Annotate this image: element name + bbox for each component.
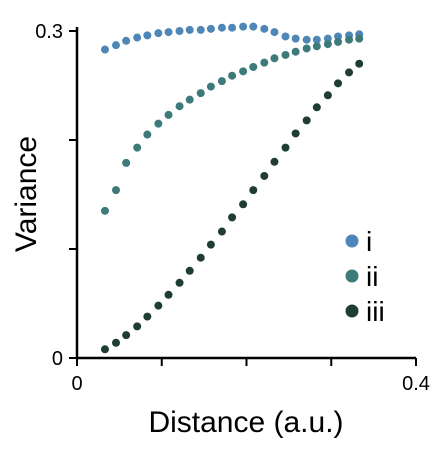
data-point [217, 23, 226, 32]
data-point [100, 206, 109, 215]
data-point [143, 31, 152, 40]
data-point [302, 35, 311, 44]
data-point [206, 82, 215, 91]
x-tick-label: 0.4 [402, 373, 430, 395]
data-point [312, 35, 321, 44]
data-point [185, 95, 194, 104]
data-point [122, 158, 131, 167]
data-point [323, 91, 332, 100]
data-point [239, 67, 248, 76]
tick-labels: 0 0.4 0 0.3 [35, 21, 430, 395]
data-point [122, 36, 131, 45]
data-point [334, 79, 343, 88]
data-point [154, 119, 163, 128]
data-point [239, 22, 248, 31]
legend-marker-iii [345, 304, 359, 318]
data-point [249, 186, 258, 195]
data-point [239, 200, 248, 209]
y-tick-label: 0 [52, 348, 63, 370]
legend-label-iii: iii [366, 296, 385, 327]
x-tick-label: 0 [71, 373, 82, 395]
data-point [260, 58, 269, 67]
data-point [133, 322, 142, 331]
data-point [206, 24, 215, 33]
data-point [302, 116, 311, 125]
data-point [175, 102, 184, 111]
data-point [270, 54, 279, 63]
data-point [355, 59, 364, 68]
data-point [133, 143, 142, 152]
data-point [312, 42, 321, 51]
data-point [355, 34, 364, 43]
data-point [175, 27, 184, 35]
data-point [334, 37, 343, 46]
data-point [154, 29, 163, 38]
data-point [143, 130, 152, 139]
data-point [175, 278, 184, 287]
data-point [302, 44, 311, 53]
data-point [260, 171, 269, 180]
data-point [100, 45, 109, 54]
data-point [185, 266, 194, 275]
data-point [270, 28, 279, 37]
data-point [228, 213, 237, 222]
data-point [260, 24, 269, 33]
data-point [122, 331, 131, 340]
y-tick-label: 0.3 [35, 21, 63, 43]
legend-marker-i [345, 234, 359, 248]
data-point [206, 240, 215, 249]
series-iii [100, 59, 364, 354]
data-point [228, 71, 237, 80]
data-point [281, 32, 290, 41]
data-points [100, 22, 364, 354]
data-point [154, 301, 163, 310]
series-i [100, 22, 364, 54]
data-point [185, 25, 194, 34]
data-point [164, 110, 173, 119]
data-point [291, 47, 300, 56]
data-point [143, 312, 152, 321]
data-point [270, 157, 279, 166]
data-point [345, 68, 354, 77]
data-point [111, 186, 120, 195]
axis-ticks [69, 30, 417, 366]
data-point [111, 41, 120, 50]
data-point [217, 227, 226, 236]
data-point [228, 23, 237, 32]
series-ii [100, 34, 364, 215]
data-point [281, 143, 290, 152]
legend-label-ii: ii [366, 261, 378, 292]
legend-label-i: i [366, 226, 372, 257]
data-point [249, 22, 258, 31]
data-point [133, 33, 142, 42]
data-point [345, 35, 354, 44]
data-point [291, 34, 300, 43]
data-point [196, 89, 205, 98]
data-point [164, 290, 173, 299]
data-point [196, 253, 205, 262]
data-point [323, 40, 332, 49]
data-point [196, 25, 205, 34]
x-axis-title: Distance (a.u.) [148, 406, 343, 439]
y-axis-title: Variance [10, 136, 43, 252]
data-point [281, 50, 290, 59]
data-point [291, 129, 300, 138]
data-point [249, 62, 258, 71]
data-point [164, 28, 173, 37]
data-point [111, 338, 120, 347]
data-point [312, 103, 321, 112]
data-point [100, 345, 109, 354]
legend-marker-ii [345, 269, 359, 283]
data-point [217, 77, 226, 86]
